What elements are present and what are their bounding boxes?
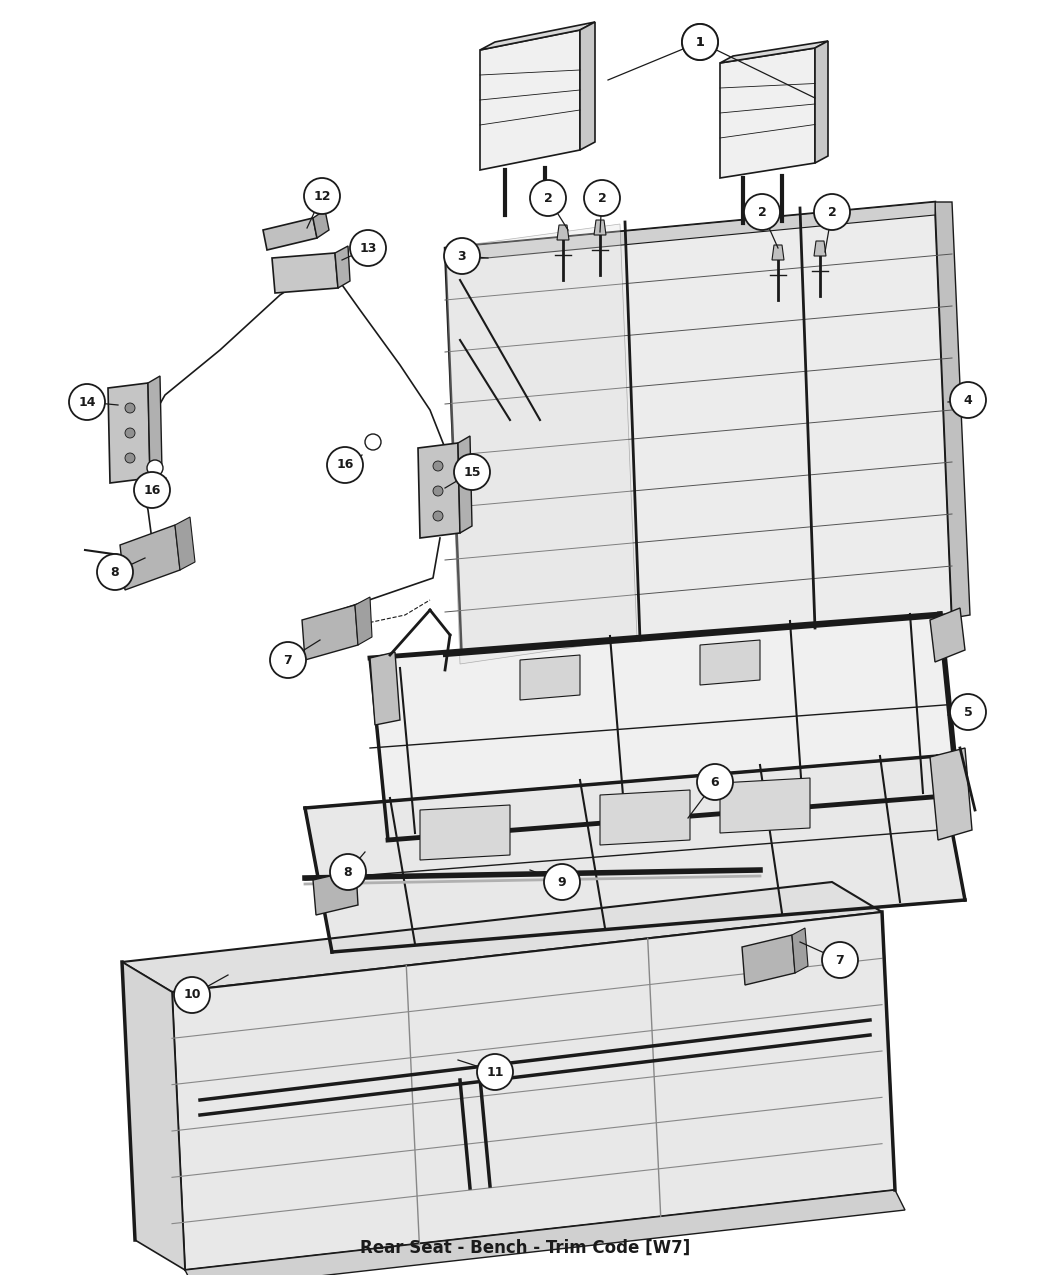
Polygon shape: [355, 597, 372, 645]
Circle shape: [744, 194, 780, 229]
Text: 13: 13: [359, 241, 377, 255]
Polygon shape: [720, 41, 828, 62]
Circle shape: [814, 194, 850, 229]
Text: 12: 12: [313, 190, 331, 203]
Text: 2: 2: [758, 205, 766, 218]
Circle shape: [304, 179, 340, 214]
Polygon shape: [172, 912, 895, 1270]
Text: 2: 2: [827, 205, 837, 218]
Polygon shape: [480, 31, 580, 170]
Polygon shape: [122, 882, 882, 992]
Text: 3: 3: [458, 250, 466, 263]
Text: 8: 8: [343, 866, 353, 878]
Polygon shape: [594, 221, 606, 235]
Polygon shape: [742, 935, 795, 986]
Polygon shape: [175, 516, 195, 570]
Circle shape: [433, 486, 443, 496]
Polygon shape: [302, 606, 358, 660]
Polygon shape: [934, 201, 970, 618]
Text: 9: 9: [558, 876, 566, 889]
Circle shape: [125, 403, 135, 413]
Circle shape: [950, 382, 986, 418]
Polygon shape: [313, 210, 329, 238]
Polygon shape: [148, 376, 162, 478]
Text: 16: 16: [336, 459, 354, 472]
Circle shape: [270, 643, 306, 678]
Polygon shape: [772, 245, 784, 260]
Polygon shape: [814, 241, 826, 256]
Polygon shape: [122, 963, 185, 1270]
Polygon shape: [370, 652, 400, 725]
Text: 4: 4: [964, 394, 972, 407]
Circle shape: [433, 511, 443, 521]
Circle shape: [125, 453, 135, 463]
Polygon shape: [445, 224, 637, 664]
Circle shape: [174, 977, 210, 1014]
Text: 11: 11: [486, 1066, 504, 1079]
Polygon shape: [262, 218, 317, 250]
Polygon shape: [272, 252, 338, 293]
Text: 1: 1: [695, 36, 705, 48]
Text: 10: 10: [184, 988, 201, 1001]
Polygon shape: [335, 246, 350, 288]
Circle shape: [584, 180, 620, 215]
Polygon shape: [445, 201, 934, 261]
Text: 2: 2: [544, 191, 552, 204]
Circle shape: [530, 180, 566, 215]
Circle shape: [330, 854, 366, 890]
Text: 7: 7: [836, 954, 844, 966]
Text: 1: 1: [695, 36, 705, 48]
Circle shape: [350, 230, 386, 266]
Polygon shape: [108, 382, 150, 483]
Circle shape: [134, 472, 170, 507]
Polygon shape: [480, 22, 595, 50]
Circle shape: [327, 448, 363, 483]
Polygon shape: [556, 224, 569, 240]
Polygon shape: [458, 436, 472, 533]
Polygon shape: [445, 201, 952, 664]
Polygon shape: [720, 48, 815, 178]
Polygon shape: [930, 748, 972, 840]
Text: 16: 16: [143, 483, 161, 496]
Polygon shape: [304, 756, 965, 952]
Circle shape: [433, 462, 443, 470]
Text: Rear Seat - Bench - Trim Code [W7]: Rear Seat - Bench - Trim Code [W7]: [360, 1239, 690, 1257]
Text: 7: 7: [284, 654, 292, 667]
Polygon shape: [930, 608, 965, 662]
Polygon shape: [700, 640, 760, 685]
Polygon shape: [313, 870, 358, 915]
Circle shape: [950, 694, 986, 731]
Polygon shape: [418, 442, 460, 538]
Text: 14: 14: [79, 395, 96, 408]
Polygon shape: [120, 525, 180, 590]
Polygon shape: [600, 790, 690, 845]
Circle shape: [477, 1054, 513, 1090]
Polygon shape: [520, 655, 580, 700]
Circle shape: [682, 24, 718, 60]
Polygon shape: [815, 41, 828, 163]
Polygon shape: [792, 928, 809, 973]
Text: 5: 5: [964, 705, 972, 719]
Circle shape: [444, 238, 480, 274]
Circle shape: [697, 764, 733, 799]
Circle shape: [97, 555, 133, 590]
Circle shape: [454, 454, 490, 490]
Circle shape: [365, 434, 381, 450]
Circle shape: [682, 24, 718, 60]
Polygon shape: [370, 615, 958, 840]
Circle shape: [822, 942, 858, 978]
Text: 6: 6: [711, 775, 719, 788]
Text: 8: 8: [110, 566, 120, 579]
Text: 2: 2: [597, 191, 607, 204]
Circle shape: [147, 460, 163, 476]
Polygon shape: [580, 22, 595, 150]
Polygon shape: [720, 778, 810, 833]
Circle shape: [69, 384, 105, 419]
Polygon shape: [420, 805, 510, 861]
Circle shape: [544, 864, 580, 900]
Text: 15: 15: [463, 465, 481, 478]
Polygon shape: [185, 1190, 905, 1275]
Circle shape: [125, 428, 135, 439]
